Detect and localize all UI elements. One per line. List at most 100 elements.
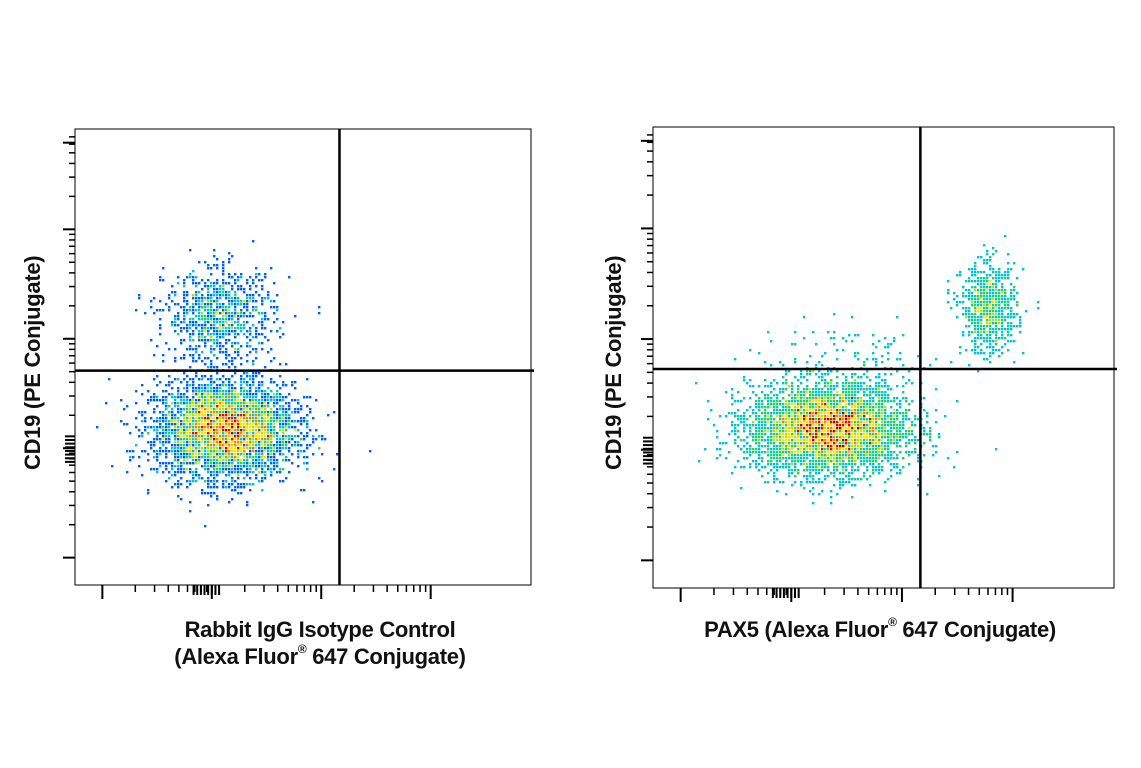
event-dot <box>803 400 806 403</box>
event-dot <box>231 321 234 324</box>
event-dot <box>737 445 740 448</box>
event-dot <box>929 430 932 433</box>
event-dot <box>848 394 851 397</box>
event-dot <box>153 456 156 459</box>
event-dot <box>291 399 294 402</box>
event-dot <box>878 391 881 394</box>
event-dot <box>243 390 246 393</box>
event-dot <box>812 418 815 421</box>
event-dot <box>800 403 803 406</box>
event-dot <box>890 406 893 409</box>
event-dot <box>875 415 878 418</box>
event-dot <box>270 306 273 309</box>
event-dot <box>180 330 183 333</box>
event-dot <box>198 417 201 420</box>
event-dot <box>767 454 770 457</box>
event-dot <box>234 405 237 408</box>
event-dot <box>195 450 198 453</box>
event-dot <box>156 309 159 312</box>
event-dot <box>785 412 788 415</box>
event-dot <box>213 423 216 426</box>
event-dot <box>276 306 279 309</box>
event-dot <box>878 340 881 343</box>
event-dot <box>878 454 881 457</box>
event-dot <box>974 352 977 355</box>
event-dot <box>872 403 875 406</box>
event-dot <box>174 318 177 321</box>
event-dot <box>983 310 986 313</box>
event-dot <box>995 343 998 346</box>
event-dot <box>300 489 303 492</box>
event-dot <box>848 424 851 427</box>
event-dot <box>875 385 878 388</box>
event-dot <box>183 297 186 300</box>
event-dot <box>234 372 237 375</box>
event-dot <box>806 409 809 412</box>
event-dot <box>207 399 210 402</box>
event-dot <box>734 412 737 415</box>
event-dot <box>716 436 719 439</box>
event-dot <box>189 321 192 324</box>
event-dot <box>839 424 842 427</box>
event-dot <box>986 319 989 322</box>
event-dot <box>872 409 875 412</box>
event-dot <box>698 460 701 463</box>
event-dot <box>288 408 291 411</box>
event-dot <box>833 433 836 436</box>
event-dot <box>216 264 219 267</box>
event-dot <box>1001 298 1004 301</box>
plot-frame <box>74 128 532 586</box>
event-dot <box>968 295 971 298</box>
event-dot <box>959 346 962 349</box>
event-dot <box>219 318 222 321</box>
event-dot <box>1013 325 1016 328</box>
event-dot <box>222 288 225 291</box>
event-dot <box>860 397 863 400</box>
event-dot <box>869 442 872 445</box>
event-dot <box>237 411 240 414</box>
event-dot <box>857 478 860 481</box>
event-dot <box>276 441 279 444</box>
event-dot <box>992 301 995 304</box>
event-dot <box>899 436 902 439</box>
event-dot <box>303 438 306 441</box>
event-dot <box>893 400 896 403</box>
event-dot <box>836 415 839 418</box>
event-dot <box>156 468 159 471</box>
event-dot <box>180 420 183 423</box>
event-dot <box>893 337 896 340</box>
event-dot <box>815 400 818 403</box>
event-dot <box>869 412 872 415</box>
event-dot <box>282 333 285 336</box>
event-dot <box>923 427 926 430</box>
event-dot <box>252 450 255 453</box>
event-dot <box>198 447 201 450</box>
event-dot <box>228 429 231 432</box>
event-dot <box>264 429 267 432</box>
event-dot <box>105 402 108 405</box>
event-dot <box>225 354 228 357</box>
event-dot <box>980 292 983 295</box>
event-dot <box>261 390 264 393</box>
event-dot <box>707 418 710 421</box>
event-dot <box>204 492 207 495</box>
event-dot <box>746 409 749 412</box>
event-dot <box>731 388 734 391</box>
event-dot <box>219 333 222 336</box>
event-dot <box>980 349 983 352</box>
event-dot <box>225 363 228 366</box>
event-dot <box>980 271 983 274</box>
event-dot <box>890 427 893 430</box>
event-dot <box>249 450 252 453</box>
event-dot <box>878 466 881 469</box>
event-dot <box>818 457 821 460</box>
event-dot <box>881 418 884 421</box>
event-dot <box>243 408 246 411</box>
event-dot <box>165 426 168 429</box>
event-dot <box>294 429 297 432</box>
event-dot <box>180 450 183 453</box>
event-dot <box>995 301 998 304</box>
event-dot <box>998 328 1001 331</box>
event-dot <box>974 307 977 310</box>
event-dot <box>800 451 803 454</box>
